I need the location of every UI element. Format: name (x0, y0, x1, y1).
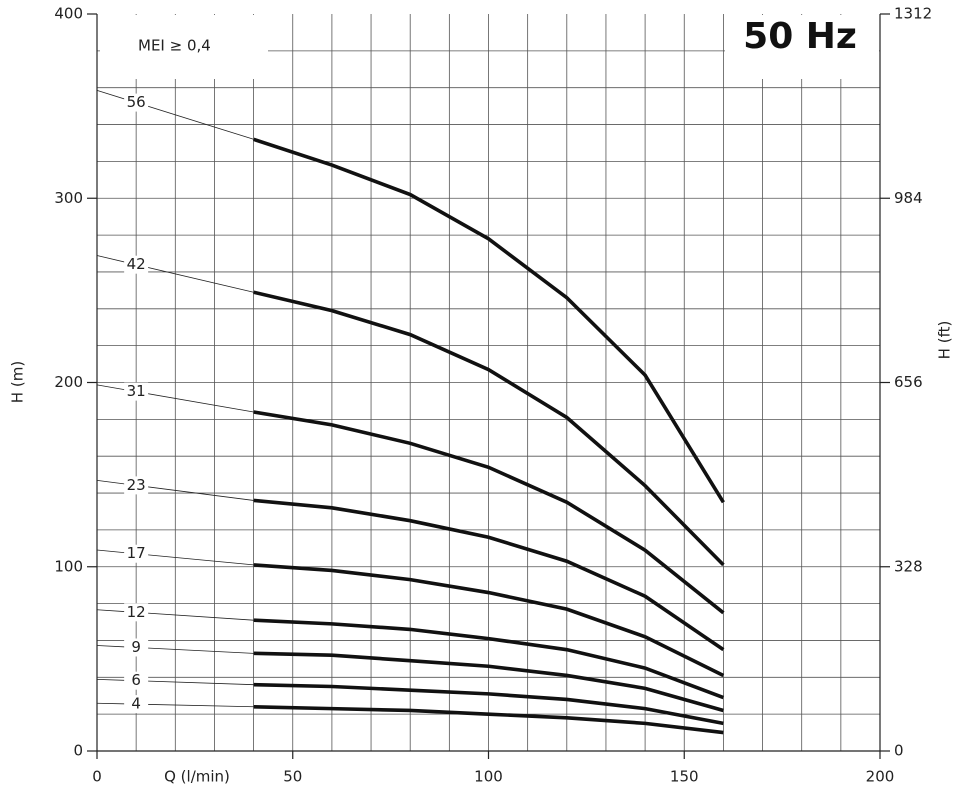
y-tick-label: 300 (54, 189, 83, 207)
series-label: 42 (127, 255, 146, 273)
x-tick-label: 150 (670, 768, 699, 786)
series-label-bg (124, 255, 149, 274)
y2-axis-label: H (ft) (936, 321, 954, 360)
y-axis-label: H (m) (9, 361, 27, 403)
series-label-bg (124, 603, 149, 622)
y-tick-label: 100 (54, 557, 83, 575)
y2-tick-label: 1312 (894, 5, 932, 23)
y-tick-label: 400 (54, 5, 83, 23)
series-label: 4 (131, 695, 141, 713)
series-label: 31 (127, 382, 146, 400)
x-tick-label: 50 (283, 768, 302, 786)
x-tick-label: 100 (474, 768, 503, 786)
x-tick-label: 200 (866, 768, 895, 786)
curve (253, 618, 725, 700)
series-label-bg (124, 638, 149, 657)
x-tick-label: 0 (92, 768, 102, 786)
y-tick-label: 200 (54, 373, 83, 391)
curve (253, 290, 725, 567)
curve (253, 137, 725, 504)
series-label-bg (124, 382, 149, 401)
y2-tick-label: 984 (894, 189, 923, 207)
series-label: 6 (131, 671, 141, 689)
frequency-box (725, 15, 879, 79)
y2-tick-label: 0 (894, 742, 904, 760)
x-axis-label: Q (l/min) (164, 768, 230, 786)
series-label-bg (124, 544, 149, 563)
curve (253, 563, 725, 678)
leader-line (96, 549, 254, 566)
leader-line (96, 645, 254, 654)
leader-line (96, 89, 254, 140)
y2-tick-label: 328 (894, 557, 923, 575)
frequency-label: 50 Hz (743, 16, 857, 57)
curve (253, 682, 724, 726)
annotation-box (100, 15, 268, 79)
leader-line (96, 479, 254, 501)
series-label: 17 (127, 544, 146, 562)
curve (253, 410, 725, 615)
leader-line (96, 702, 254, 708)
curve (253, 651, 724, 713)
series-label: 56 (127, 93, 146, 111)
series-label: 12 (127, 603, 146, 621)
leader-line (96, 255, 254, 293)
y-tick-label: 0 (73, 742, 83, 760)
series-label-bg (124, 476, 149, 495)
y2-tick-label: 656 (894, 373, 923, 391)
series-label: 23 (127, 476, 146, 494)
leader-line (96, 384, 254, 413)
leader-line (96, 678, 254, 686)
curve (253, 704, 724, 735)
series-label: 9 (131, 638, 141, 656)
series-label-bg (124, 671, 149, 690)
annotation: MEI ≥ 0,4 (138, 37, 211, 55)
series-label-bg (124, 93, 149, 112)
series-label-bg (124, 695, 149, 714)
leader-line (96, 609, 254, 621)
curve (253, 498, 725, 652)
